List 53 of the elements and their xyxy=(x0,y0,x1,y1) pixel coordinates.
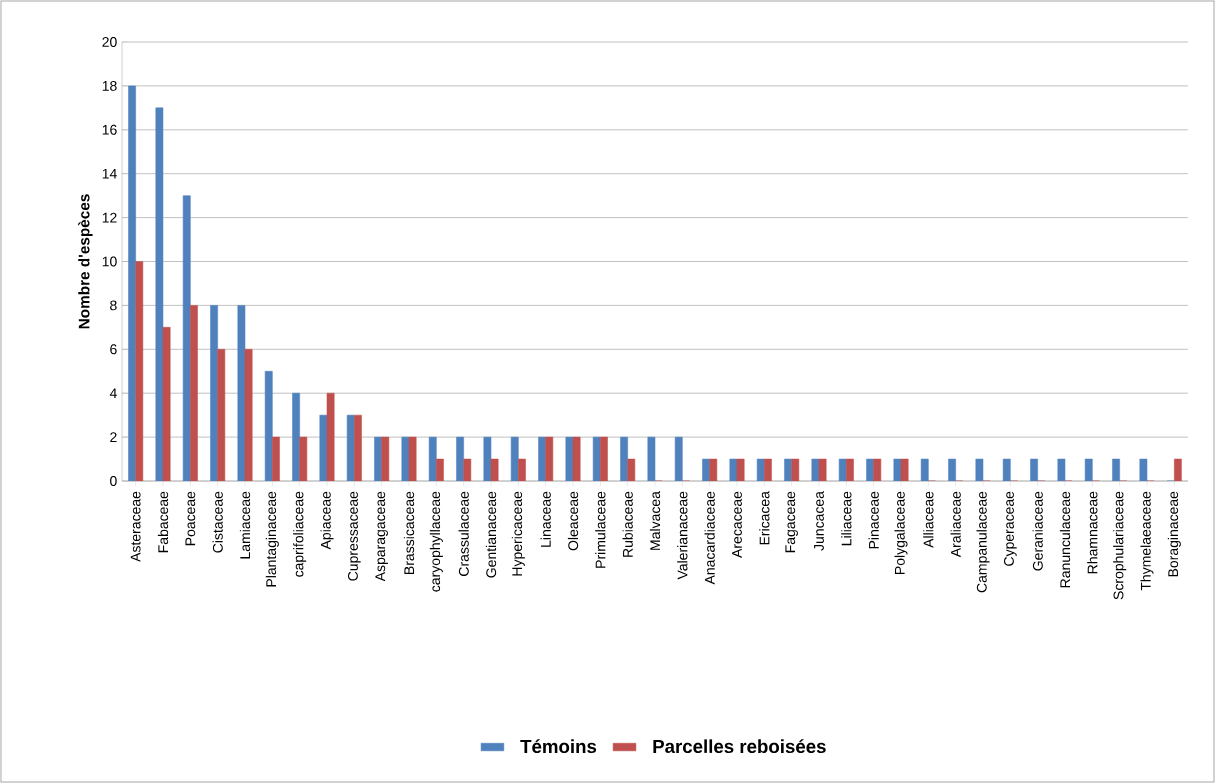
x-tick-label: Cyperaceae xyxy=(1004,491,1017,566)
y-tick-label: 10 xyxy=(102,256,117,267)
x-tick-label: Cupressaceae xyxy=(348,491,361,581)
x-tick-label: caryophyllaceae xyxy=(429,491,443,592)
y-tick-label: 14 xyxy=(102,168,117,179)
x-tick-label: Rhamnaceae xyxy=(1087,491,1098,574)
x-tick-label: Primulaceae xyxy=(595,491,606,568)
y-tick-label: 4 xyxy=(109,388,117,399)
y-tick-label: 6 xyxy=(110,344,117,355)
y-tick-label: 16 xyxy=(102,124,117,135)
y-tick-label: 12 xyxy=(102,212,117,223)
y-tick-label: 0 xyxy=(110,476,117,486)
x-tick-label: Campanulaceae xyxy=(976,491,990,593)
x-tick-label: Polygalaceae xyxy=(894,491,908,574)
x-tick-label: Lamiaceae xyxy=(239,491,251,559)
x-tick-label: Anacardiaceae xyxy=(704,491,715,585)
x-tick-label: Boraginaceae xyxy=(1167,491,1181,577)
x-tick-label: Linaceae xyxy=(540,491,551,547)
y-tick-label: 2 xyxy=(110,432,117,442)
x-tick-label: Plantaginaceae xyxy=(265,491,279,587)
x-tick-label: Malvacea xyxy=(649,491,661,550)
x-tick-label: Arecaceae xyxy=(732,491,742,558)
x-tick-label: caprifoliaceae xyxy=(293,491,307,577)
x-tick-label: Crassulaceae xyxy=(458,491,469,576)
x-tick-label: Araliaceae xyxy=(950,491,961,558)
x-tick-label: Rubiaceae xyxy=(622,491,633,557)
x-tick-label: Hypericaceae xyxy=(511,491,525,576)
x-tick-label: Ranunculaceae xyxy=(1059,491,1071,588)
x-tick-label: Alliaceae xyxy=(923,491,934,548)
x-tick-label: Fagaceae xyxy=(785,491,798,553)
x-tick-label: Fabaceae xyxy=(157,491,169,553)
legend-label: Parcelles reboisées xyxy=(653,739,826,754)
x-tick-label: Asteraceae xyxy=(130,491,141,562)
x-tick-label: Apiaceae xyxy=(320,491,334,550)
y-tick-label: 20 xyxy=(102,37,117,47)
x-tick-label: Thymelaeaceae xyxy=(1140,491,1154,591)
x-tick-label: Valerianaceae xyxy=(677,491,688,580)
x-tick-label: Cistaceae xyxy=(212,491,223,553)
x-tick-label: Brassicaceae xyxy=(403,491,415,574)
x-tick-label: Pinaceae xyxy=(868,491,879,549)
x-tick-label: Gentianaceae xyxy=(485,491,497,578)
x-tick-label: Poaceae xyxy=(185,491,196,546)
y-tick-label: 8 xyxy=(110,300,117,311)
x-tick-label: Liliaceae xyxy=(841,491,852,546)
x-tick-label: Oleaceae xyxy=(567,491,579,551)
x-tick-label: Asparagaceae xyxy=(375,491,388,582)
y-tick-label: 18 xyxy=(102,80,117,91)
x-tick-label: Geraniaceae xyxy=(1032,491,1043,571)
x-tick-label: Juncacea xyxy=(814,491,824,551)
x-tick-label: Ericacea xyxy=(759,491,770,545)
x-tick-label: Scrophulariaceae xyxy=(1113,491,1127,600)
legend-label: Témoins xyxy=(520,739,597,754)
y-axis-title: Nombre d'espèces xyxy=(78,194,93,329)
